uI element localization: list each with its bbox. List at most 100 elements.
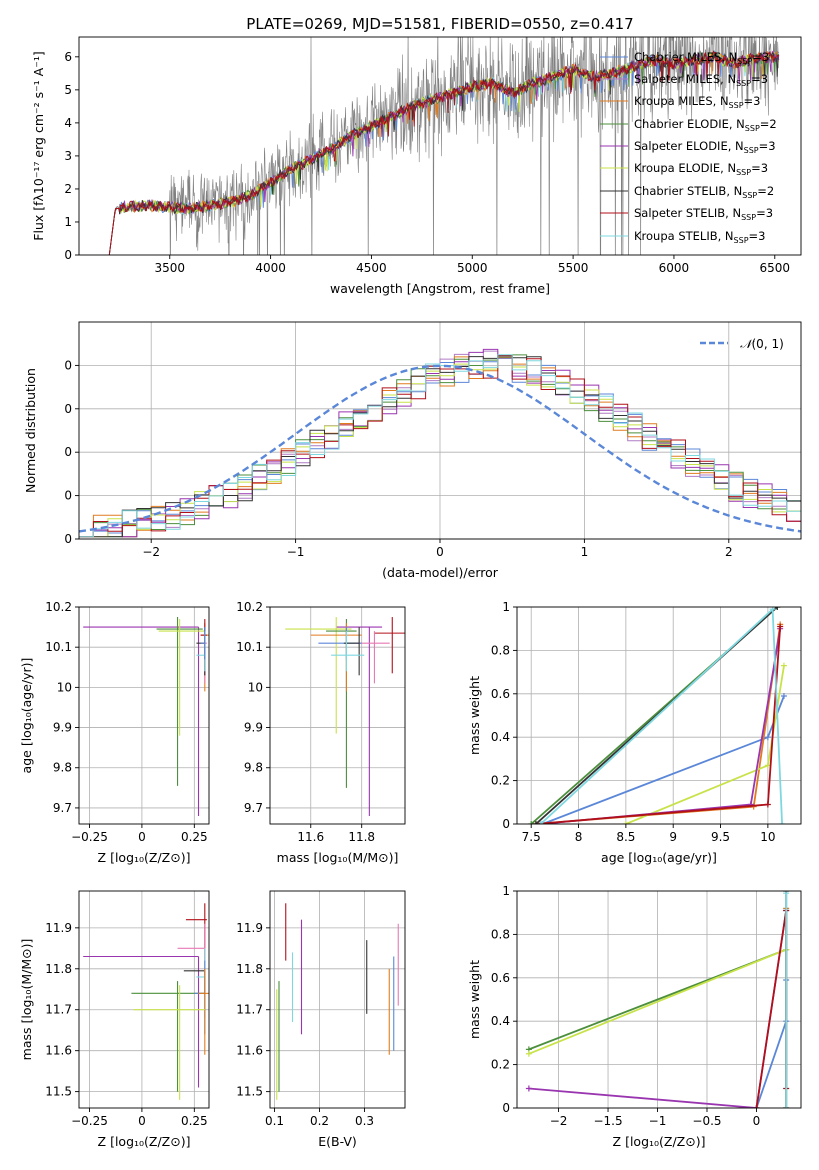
x-tick-label: 0.25 (181, 830, 208, 844)
svg-text:Salpeter STELIB, NSSP=3: Salpeter STELIB, NSSP=3 (634, 206, 773, 222)
svg-text:Chabrier STELIB, NSSP=2: Chabrier STELIB, NSSP=2 (634, 184, 774, 200)
errorbar-pink (359, 631, 390, 684)
weight-vs-age-panel: 7.5 8 8.5 9 9.5 10 0 0.2 0.4 0.6 0.8 1 age [log₁₀(ag… (467, 600, 802, 865)
x-tick-label: 6500 (760, 261, 791, 275)
y-tick-label: 11.9 (236, 921, 263, 935)
weight-vs-metallicity-panel: −2 −1.5 −1 −0.5 0 0 0.2 0.4 0.6 0.8 1 Z [log₁₀(Z/Z⊙… (467, 884, 802, 1149)
x-tick-label: 11.8 (348, 830, 375, 844)
y-tick-label: 0.6 (491, 971, 510, 985)
y-tick-label: 11.7 (236, 1003, 263, 1017)
y-tick-label: 11.6 (45, 1044, 72, 1058)
y-tick-label: 1 (502, 600, 510, 614)
weight-line-kroupa-stelib (540, 607, 783, 824)
legend-entry-chabrier-elodie: Chabrier ELODIE, NSSP=2 (600, 117, 777, 133)
weight-marker (780, 662, 787, 669)
weight-line-salpeter-stelib (755, 910, 788, 1108)
weight-marker (774, 607, 781, 610)
x-tick-label: 0 (753, 1114, 761, 1128)
plot-area (108, 37, 780, 255)
errorbar-kroupa-elodie (158, 619, 205, 736)
y-axis-label: age [log₁₀(age/yr)] (19, 658, 34, 774)
weight-line-chabrier-miles (755, 980, 788, 1108)
svg-text:Chabrier MILES, NSSP=3: Chabrier MILES, NSSP=3 (634, 50, 769, 66)
y-tick-label: 10 (248, 680, 263, 694)
y-tick-label: 10 (57, 680, 72, 694)
errorbar-chabrier-elodie (131, 981, 205, 1092)
x-tick-label: 4500 (356, 261, 387, 275)
x-tick-label: 0 (436, 545, 444, 559)
weight-marker (528, 821, 535, 824)
spectrum-panel: 3500 4000 4500 5000 5500 6000 6500 0 1 2 3 4 5 6 wavel… (31, 36, 802, 296)
y-tick-label: 11.5 (45, 1085, 72, 1099)
y-tick-label: 0 (502, 817, 510, 831)
weight-marker (532, 821, 539, 824)
legend-entry-kroupa-miles: Kroupa MILES, NSSP=3 (600, 94, 760, 110)
x-tick-label: 6000 (659, 261, 690, 275)
errorbar-kroupa-elodie (285, 617, 352, 734)
errorbar-salpeter-stelib (185, 903, 207, 961)
y-tick-label: 9.9 (53, 721, 72, 735)
y-tick-label: 0.6 (491, 687, 510, 701)
y-tick-label: 0 (64, 358, 72, 372)
axes-frame (78, 890, 210, 1109)
y-axis-label: Normed distribution (23, 368, 38, 493)
x-tick-label: 4000 (255, 261, 286, 275)
legend-entry-kroupa-stelib: Kroupa STELIB, NSSP=3 (600, 229, 765, 245)
histogram-kroupa-elodie (79, 355, 801, 539)
svg-text:Salpeter MILES, NSSP=3: Salpeter MILES, NSSP=3 (634, 72, 768, 88)
normal-curve (79, 364, 801, 533)
x-tick-label: 5000 (457, 261, 488, 275)
errorbar-kroupa-elodie (133, 985, 205, 1100)
errorbar-kroupa-miles (198, 968, 209, 1055)
y-tick-label: 4 (64, 116, 72, 130)
weight-marker (525, 1050, 532, 1057)
y-tick-label: 0 (64, 248, 72, 262)
y-tick-label: 0.8 (491, 927, 510, 941)
x-tick-label: 3500 (154, 261, 185, 275)
x-tick-label: 11.6 (297, 830, 324, 844)
age-vs-mass-panel: 11.6 11.8 9.7 9.8 9.9 10 10.1 10.2 mass [log₁₀(M… (236, 600, 406, 865)
model-spectrum-salpeter-stelib (108, 50, 780, 255)
y-axis-label: mass [log₁₀(M/M⊙)] (19, 939, 34, 1061)
plot-area (525, 891, 790, 1108)
y-tick-label: 9.9 (244, 721, 263, 735)
x-tick-label: 7.5 (522, 830, 541, 844)
x-tick-label: 9.5 (711, 830, 730, 844)
axes-frame (269, 606, 406, 825)
y-tick-label: 0.4 (491, 1014, 510, 1028)
x-tick-label: 8 (575, 830, 583, 844)
y-tick-label: 9.8 (244, 761, 263, 775)
y-axis-label: mass weight (467, 676, 482, 755)
legend-entry-salpeter-elodie: Salpeter ELODIE, NSSP=3 (600, 139, 776, 155)
y-tick-label: 11.7 (45, 1003, 72, 1017)
x-tick-label: 10 (760, 830, 775, 844)
weight-marker (764, 801, 771, 808)
y-tick-label: 11.9 (45, 921, 72, 935)
weight-marker (777, 623, 784, 630)
mass-vs-ebv-panel: 0.1 0.2 0.3 11.5 11.6 11.7 11.8 11.9 E(B-V) (236, 890, 406, 1149)
x-tick-label: −1.5 (593, 1114, 622, 1128)
x-tick-label: 0 (138, 830, 146, 844)
y-tick-label: 9.7 (244, 801, 263, 815)
svg-text:Chabrier ELODIE, NSSP=2: Chabrier ELODIE, NSSP=2 (634, 117, 777, 133)
x-tick-label: −2 (142, 545, 160, 559)
x-tick-label: 2 (725, 545, 733, 559)
errorbar-kroupa-stelib (331, 631, 365, 672)
x-tick-label: 1 (581, 545, 589, 559)
errorbar-chabrier-elodie (326, 619, 357, 788)
y-axis-label: mass weight (467, 960, 482, 1039)
errorbar-salpeter-elodie (83, 626, 200, 816)
legend-entry-chabrier-stelib: Chabrier STELIB, NSSP=2 (600, 184, 774, 200)
errorbar-salpeter-elodie (83, 955, 200, 1088)
y-tick-label: 10.1 (236, 640, 263, 654)
y-tick-label: 5 (64, 83, 72, 97)
weight-marker (764, 734, 771, 741)
weight-marker (779, 821, 786, 824)
x-tick-label: 0.25 (181, 1114, 208, 1128)
x-tick-label: 0.3 (355, 1114, 374, 1128)
errorbar-kroupa-stelib (196, 948, 206, 1018)
x-tick-label: 8.5 (616, 830, 635, 844)
x-tick-label: −0.5 (692, 1114, 721, 1128)
y-tick-label: 10.1 (45, 640, 72, 654)
